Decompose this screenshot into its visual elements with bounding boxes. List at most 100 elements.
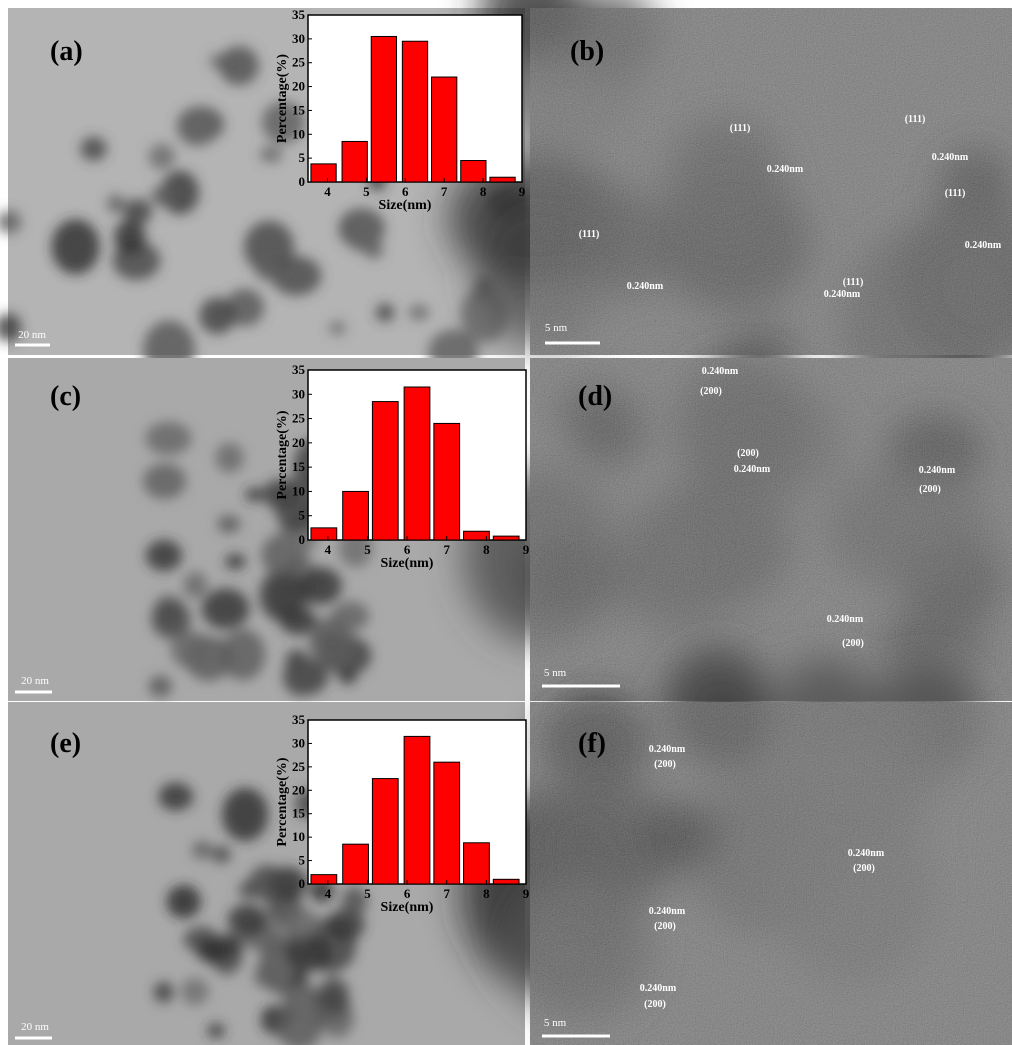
particle [376, 304, 394, 322]
bar [311, 528, 337, 540]
x-tick-label: 8 [483, 886, 490, 901]
bar [493, 536, 519, 540]
scale-bar-label: 20 nm [21, 1021, 49, 1033]
particle [151, 186, 174, 206]
bar [343, 844, 369, 884]
bar [434, 423, 460, 540]
y-tick-label: 15 [292, 806, 306, 821]
particle [114, 220, 145, 254]
particle [199, 298, 235, 335]
bar [372, 779, 398, 884]
bar [343, 491, 369, 540]
x-tick-label: 8 [480, 184, 487, 199]
x-tick-label: 7 [441, 184, 448, 199]
particle [309, 616, 354, 670]
x-tick-label: 5 [364, 886, 371, 901]
bar [372, 402, 398, 540]
lattice-annotation: (200) [654, 759, 676, 770]
y-tick-label: 35 [292, 712, 306, 727]
lattice-annotation: (111) [945, 188, 966, 199]
particle [259, 569, 304, 621]
micrograph [461, 647, 1012, 1045]
lattice-annotation: 0.240nm [767, 164, 804, 175]
x-tick-label: 5 [364, 542, 371, 557]
y-tick-label: 30 [292, 735, 305, 750]
particle [222, 788, 268, 841]
x-tick-label: 4 [325, 542, 332, 557]
x-tick-label: 6 [402, 184, 409, 199]
lattice-annotation: (200) [654, 921, 676, 932]
x-tick-label: 6 [404, 542, 411, 557]
bar [402, 41, 427, 182]
particle [145, 422, 191, 455]
panel-label: (a) [50, 36, 83, 67]
particle [154, 982, 174, 1003]
scale-bar-label: 5 nm [544, 1017, 567, 1029]
particle [146, 540, 182, 571]
y-tick-label: 5 [299, 150, 306, 165]
particle [80, 137, 106, 161]
scale-bar-label: 5 nm [545, 322, 568, 334]
x-tick-label: 9 [523, 886, 530, 901]
bar [311, 875, 337, 884]
particle [409, 305, 429, 320]
scale-bar-label: 5 nm [544, 667, 567, 679]
lattice-annotation: (111) [843, 277, 864, 288]
y-tick-label: 30 [292, 31, 305, 46]
y-tick-label: 25 [292, 759, 306, 774]
bar [493, 879, 519, 884]
y-tick-label: 15 [292, 459, 306, 474]
bar [464, 843, 490, 884]
particle [183, 572, 207, 599]
panel-label: (e) [50, 728, 81, 759]
particle [149, 676, 172, 697]
x-tick-label: 8 [483, 542, 490, 557]
particle [260, 146, 283, 163]
particle [346, 210, 383, 252]
lattice-annotation: (200) [737, 448, 759, 459]
panel-label: (b) [570, 36, 604, 67]
x-tick-label: 9 [523, 542, 530, 557]
x-tick-label: 7 [443, 542, 450, 557]
lattice-annotation: 0.240nm [702, 366, 739, 377]
lattice-annotation: (111) [730, 123, 751, 134]
y-tick-label: 20 [292, 435, 305, 450]
y-tick-label: 25 [292, 411, 306, 426]
x-tick-label: 5 [363, 184, 370, 199]
y-tick-label: 25 [292, 55, 306, 70]
particle [167, 885, 201, 918]
particle [225, 554, 245, 569]
particle [181, 978, 209, 1005]
lattice-annotation: 0.240nm [649, 744, 686, 755]
y-tick-label: 15 [292, 102, 306, 117]
particle [228, 904, 268, 935]
y-tick-label: 20 [292, 79, 305, 94]
panel-label: (f) [578, 728, 606, 759]
particle [207, 1023, 224, 1038]
lattice-annotation: 0.240nm [627, 281, 664, 292]
particle [294, 1002, 319, 1031]
y-tick-label: 0 [299, 876, 306, 891]
particle [212, 846, 231, 863]
y-tick-label: 5 [299, 853, 306, 868]
x-axis-label: Size(nm) [381, 900, 434, 915]
bar [371, 36, 396, 182]
micrograph [463, 355, 1012, 701]
bar [464, 531, 490, 540]
bar [434, 762, 460, 884]
particle [192, 841, 213, 859]
y-tick-label: 0 [299, 532, 306, 547]
scale-bar-label: 20 nm [21, 675, 49, 687]
page: {"chart_data": [ {"type": "bar", "x": [3… [0, 0, 1012, 1045]
x-axis-label: Size(nm) [379, 198, 432, 213]
bar [432, 77, 457, 182]
lattice-annotation: 0.240nm [640, 983, 677, 994]
lattice-annotation: 0.240nm [965, 240, 1002, 251]
lattice-annotation: 0.240nm [649, 906, 686, 917]
bar [490, 177, 515, 182]
particle [299, 567, 342, 604]
lattice-annotation: (200) [853, 863, 875, 874]
particle [217, 515, 240, 533]
lattice-annotation: (111) [905, 114, 926, 125]
